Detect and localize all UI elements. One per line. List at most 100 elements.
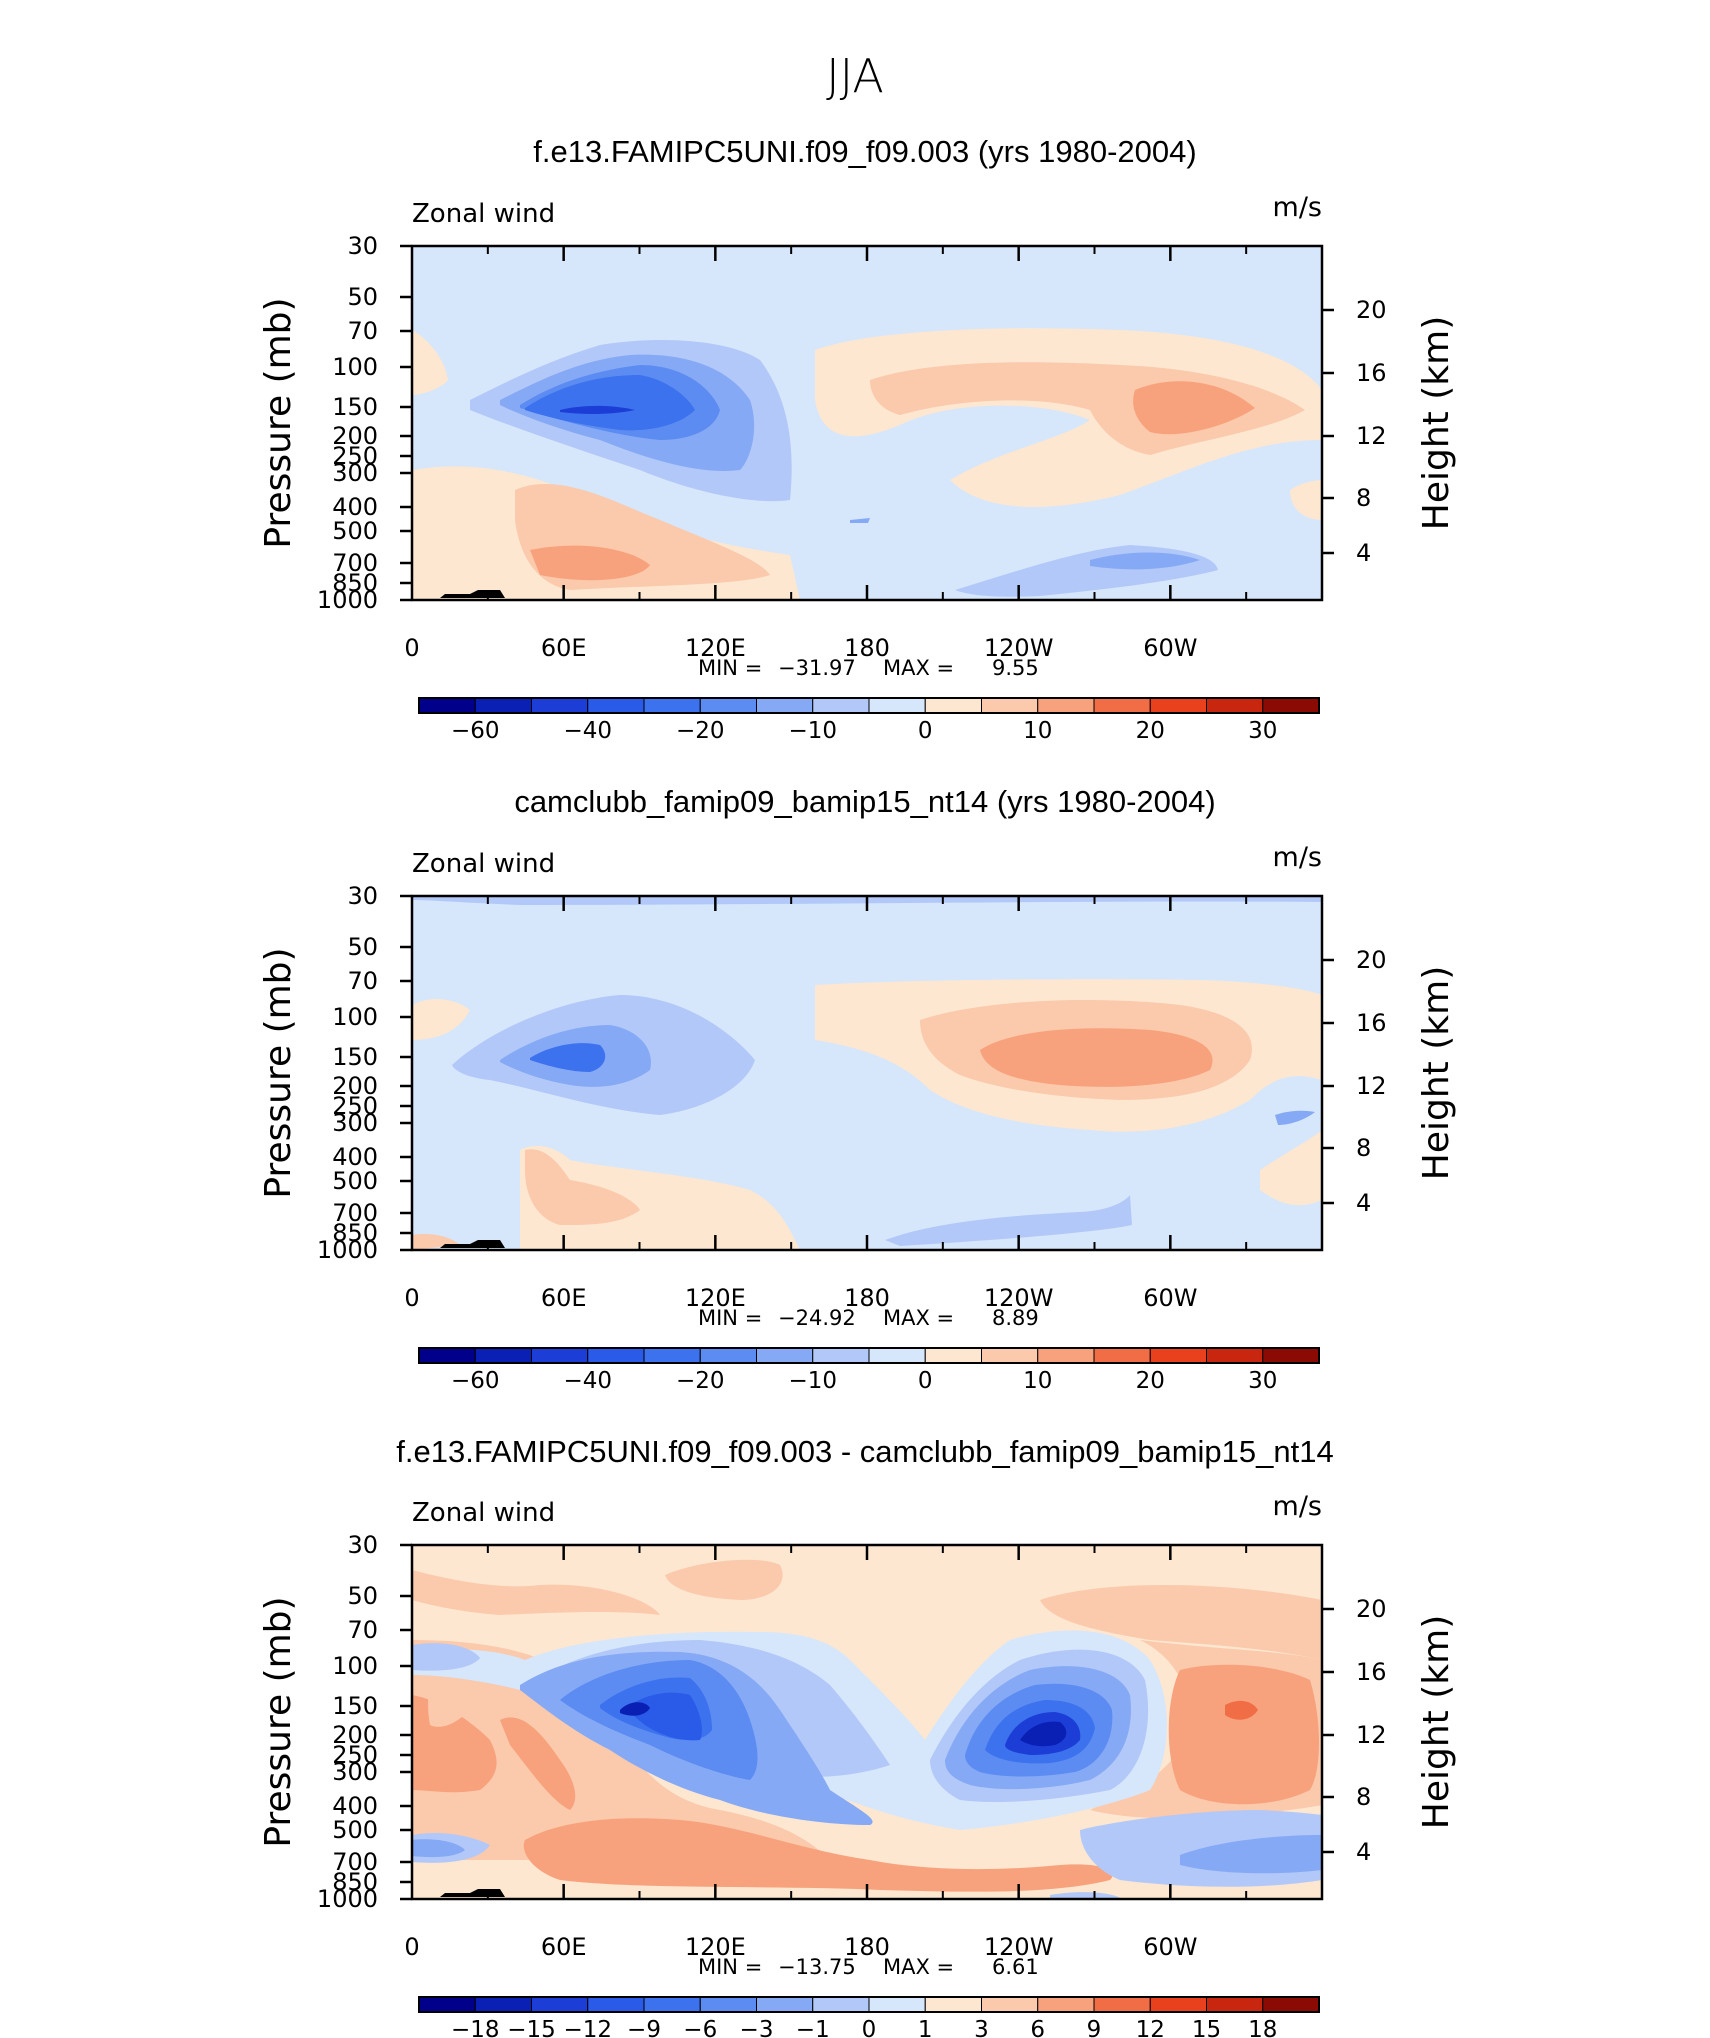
y2tick-label: 4 [1356,1838,1371,1866]
ytick-label: 150 [332,393,378,421]
colorbar-swatch [756,1347,814,1364]
panel-2-title: f.e13.FAMIPC5UNI.f09_f09.003 - camclubb_… [396,1434,1333,1469]
colorbar-swatch [587,697,645,714]
panel-2-min-value: −13.75 [778,1955,856,1979]
ytick-label: 200 [332,1072,378,1100]
colorbar-swatch [587,1347,645,1364]
colorbar-swatch [1093,1347,1151,1364]
colorbar-label: 15 [1192,2017,1221,2038]
colorbar-label: 0 [862,2017,877,2038]
colorbar-label: 1 [918,2017,933,2038]
xtick-label: 120E [685,1284,746,1312]
ytick-label: 200 [332,422,378,450]
panel-2-max-label: MAX = [883,1955,954,1979]
panel-2-max-value: 6.61 [992,1955,1039,1979]
ytick-label: 400 [332,1143,378,1171]
colorbar-swatch [418,1347,476,1364]
colorbar-swatch [531,1347,589,1364]
colorbar-swatch [418,1996,476,2013]
colorbar-label: −20 [676,1368,725,1394]
panel-0-max-value: 9.55 [992,656,1039,680]
colorbar-label: −9 [627,2017,661,2038]
panel-1-units: m/s [1273,842,1322,873]
colorbar-swatch [1037,1347,1095,1364]
colorbar-label: −10 [788,718,837,744]
colorbar-label: −3 [740,2017,774,2038]
xtick-label: 60W [1143,1933,1197,1961]
ytick-label: 400 [332,1792,378,1820]
y2tick-label: 20 [1356,296,1387,324]
panel-0-min-label: MIN = [698,656,762,680]
panel-0-subtitle: Zonal wind [412,199,555,229]
panel-2-y2ticks: 20 16 12 8 4 [1322,1595,1387,1866]
ytick-label: 300 [332,459,378,487]
colorbar-label: 10 [1023,1368,1052,1394]
colorbar-swatch [1206,1347,1264,1364]
y2tick-label: 8 [1356,484,1371,512]
colorbar-swatch [924,697,982,714]
xtick-label: 60E [541,1933,587,1961]
colorbar-label: 30 [1248,718,1277,744]
ytick-label: 850 [332,569,378,597]
panel-2-subtitle: Zonal wind [412,1498,555,1528]
y2tick-label: 16 [1356,1009,1387,1037]
colorbar-swatch [474,1347,532,1364]
panel-1-max-label: MAX = [883,1306,954,1330]
panel-1-min-label: MIN = [698,1306,762,1330]
panel-1-max-value: 8.89 [992,1306,1039,1330]
ytick-label: 300 [332,1758,378,1786]
colorbar-frame [418,697,1320,714]
colorbar-swatch [1206,697,1264,714]
ytick-label: 250 [332,1092,378,1120]
colorbar-frame [418,1347,1320,1364]
colorbar-label: −40 [563,1368,612,1394]
ytick-label: 70 [347,317,378,345]
panel-1-colorbar: −60 −40 −20 −10 0 10 20 30 [418,1347,1320,1394]
ytick-label: 100 [332,353,378,381]
colorbar-swatch [643,1996,701,2013]
ytick-label: 500 [332,517,378,545]
colorbar-swatch [868,1347,926,1364]
colorbar-label: 10 [1023,718,1052,744]
xtick-label: 180 [844,634,890,662]
colorbar-swatch [812,697,870,714]
ytick-label: 1000 [317,1236,378,1264]
y2tick-label: 4 [1356,1189,1371,1217]
ytick-label: 30 [347,882,378,910]
ytick-label: 250 [332,442,378,470]
colorbar-swatch [587,1996,645,2013]
panel-1-ylabel: Pressure (mb) [258,947,299,1198]
colorbar-swatch [699,697,757,714]
colorbar-label: −1 [796,2017,830,2038]
panel-0: f.e13.FAMIPC5UNI.f09_f09.003 (yrs 1980-2… [258,134,1457,744]
colorbar-label: −15 [507,2017,556,2038]
ytick-label: 30 [347,1531,378,1559]
colorbar-swatch [699,1347,757,1364]
colorbar-swatch [1206,1996,1264,2013]
panel-0-units: m/s [1273,192,1322,223]
colorbar-label: 20 [1136,718,1165,744]
y2tick-label: 8 [1356,1134,1371,1162]
colorbar-swatch [1037,1996,1095,2013]
colorbar-swatch [1149,1347,1207,1364]
xtick-label: 120W [984,634,1054,662]
ytick-label: 50 [347,933,378,961]
xtick-label: 0 [404,634,419,662]
colorbar-swatch [1037,697,1095,714]
xtick-label: 120W [984,1933,1054,1961]
ytick-label: 700 [332,549,378,577]
ytick-label: 400 [332,493,378,521]
colorbar-swatch [1262,1996,1320,2013]
colorbar-swatch [531,1996,589,2013]
colorbar-swatch [1093,1996,1151,2013]
ytick-label: 500 [332,1167,378,1195]
ytick-label: 70 [347,1616,378,1644]
panel-0-colorbar: −60 −40 −20 −10 0 10 20 30 [418,697,1320,744]
colorbar-swatch [474,697,532,714]
colorbar-swatch [812,1996,870,2013]
panel-1-xticks: 0 60E 120E 180 120W 60W [404,896,1248,1312]
colorbar-frame [418,1996,1320,2013]
